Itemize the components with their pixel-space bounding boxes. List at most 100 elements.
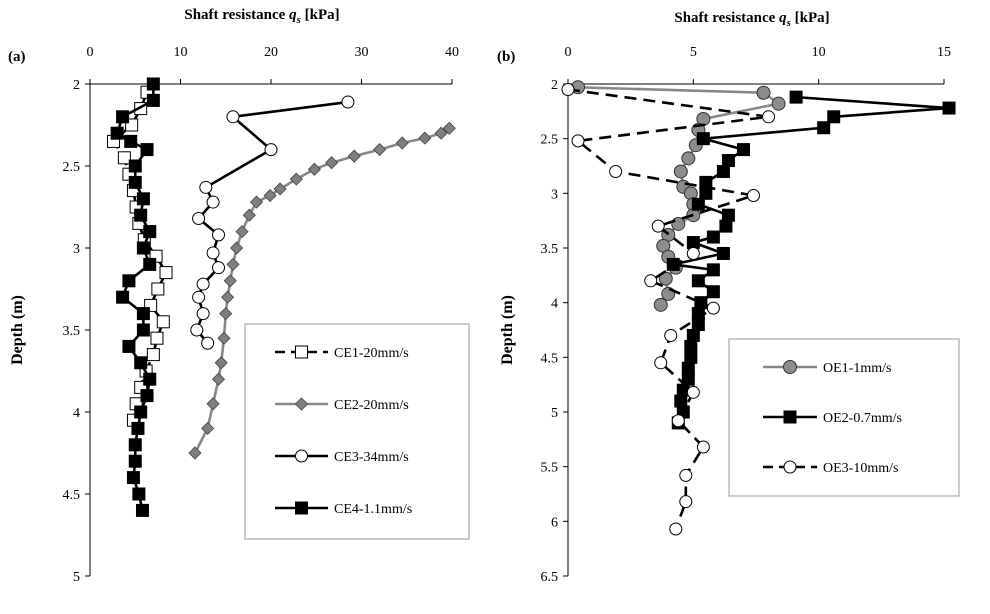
y-tick-label: 6.5 (541, 570, 559, 585)
data-point (686, 328, 700, 342)
data-point (644, 274, 658, 288)
data-point (140, 389, 154, 403)
data-point (196, 277, 210, 291)
x-tick-label: 10 (174, 45, 188, 60)
series-line (195, 100, 349, 344)
data-point (188, 446, 202, 460)
data-point (706, 285, 720, 299)
chart-title-unit: [kPa] (301, 7, 340, 23)
series-OE3-10mm/s (561, 82, 776, 536)
data-point (696, 132, 710, 146)
data-point (136, 241, 150, 255)
panel-label: (b) (497, 49, 515, 65)
data-point (706, 230, 720, 244)
data-point (442, 121, 456, 135)
data-point (263, 188, 277, 203)
y-tick-label: 3 (73, 242, 80, 257)
data-point (341, 95, 355, 109)
legend-marker (295, 449, 308, 463)
data-point (110, 126, 124, 140)
legend-marker (783, 410, 797, 424)
chart-title-subscript: s (786, 17, 791, 29)
data-point (249, 195, 264, 209)
y-tick-label: 4 (73, 406, 80, 421)
data-point (143, 225, 157, 239)
data-point (771, 96, 786, 111)
data-point (136, 307, 150, 321)
data-point (325, 156, 339, 170)
data-point (128, 175, 142, 189)
y-tick-label: 5 (73, 570, 80, 585)
x-tick-label: 10 (812, 45, 826, 60)
y-tick-label: 4.5 (541, 351, 559, 366)
data-point (219, 307, 233, 321)
legend-marker (295, 345, 308, 359)
x-tick-label: 5 (690, 45, 697, 60)
data-point (156, 315, 170, 329)
legend-label: OE2-0.7mm/s (823, 411, 902, 426)
x-tick-label: 30 (355, 45, 369, 60)
series-OE1-1mm/s (571, 80, 786, 312)
data-point (609, 164, 623, 178)
y-tick-label: 2.5 (63, 160, 81, 175)
y-tick-label: 3.5 (541, 242, 559, 257)
data-point (146, 77, 160, 91)
data-point (691, 274, 705, 288)
series-CE4-1.1mm/s (110, 77, 160, 517)
data-point (206, 397, 220, 411)
y-tick-label: 6 (551, 515, 558, 530)
data-point (151, 282, 165, 296)
legend: OE1-1mm/s OE2-0.7mm/s OE3-10mm/s (728, 338, 960, 497)
data-point (307, 162, 322, 176)
data-point (122, 339, 136, 353)
data-point (159, 266, 173, 280)
data-point (128, 159, 142, 173)
data-point (686, 236, 700, 250)
data-point (192, 290, 206, 304)
data-point (128, 438, 142, 452)
data-point (721, 154, 735, 168)
data-point (654, 356, 668, 370)
data-point (373, 143, 387, 157)
data-point (827, 110, 841, 124)
legend-box (244, 323, 470, 540)
x-tick-label: 0 (87, 45, 94, 60)
data-point (217, 331, 231, 345)
y-tick-label: 3 (551, 187, 558, 202)
data-point (716, 246, 730, 260)
data-point (679, 468, 693, 482)
chart-title-subscript: s (296, 14, 301, 26)
chart-title-unit: [kPa] (791, 10, 830, 26)
data-point (681, 151, 696, 166)
data-point (132, 487, 146, 501)
data-point (679, 495, 693, 509)
y-axis-label: Depth (m) (9, 295, 26, 365)
data-point (192, 211, 206, 225)
data-point (146, 93, 160, 107)
chart-title-text: Shaft resistance (184, 7, 289, 23)
legend: CE1-20mm/s CE2-20mm/s CE3-34mm/s CE4-1.1mm/… (244, 323, 470, 540)
data-point (226, 257, 240, 271)
chart-title-text: Shaft resistance (674, 10, 779, 26)
data-point (684, 339, 698, 353)
legend-label: CE3-34mm/s (334, 450, 409, 465)
data-point (651, 219, 665, 233)
data-point (756, 85, 771, 100)
data-point (150, 331, 164, 345)
data-point (817, 121, 831, 135)
data-point (671, 414, 685, 428)
chart-title-symbol: q (289, 7, 297, 23)
data-point (789, 90, 803, 104)
legend-label: CE1-20mm/s (334, 346, 409, 361)
data-point (116, 110, 130, 124)
data-point (666, 257, 680, 271)
data-point (220, 290, 235, 304)
panel-label: (a) (8, 49, 26, 65)
y-tick-label: 3.5 (63, 324, 81, 339)
data-point (721, 208, 735, 222)
data-point (140, 143, 154, 157)
data-point (146, 348, 160, 362)
data-point (664, 328, 678, 342)
data-point (214, 356, 228, 370)
chart-title: Shaft resistance qs [kPa] (184, 7, 339, 26)
